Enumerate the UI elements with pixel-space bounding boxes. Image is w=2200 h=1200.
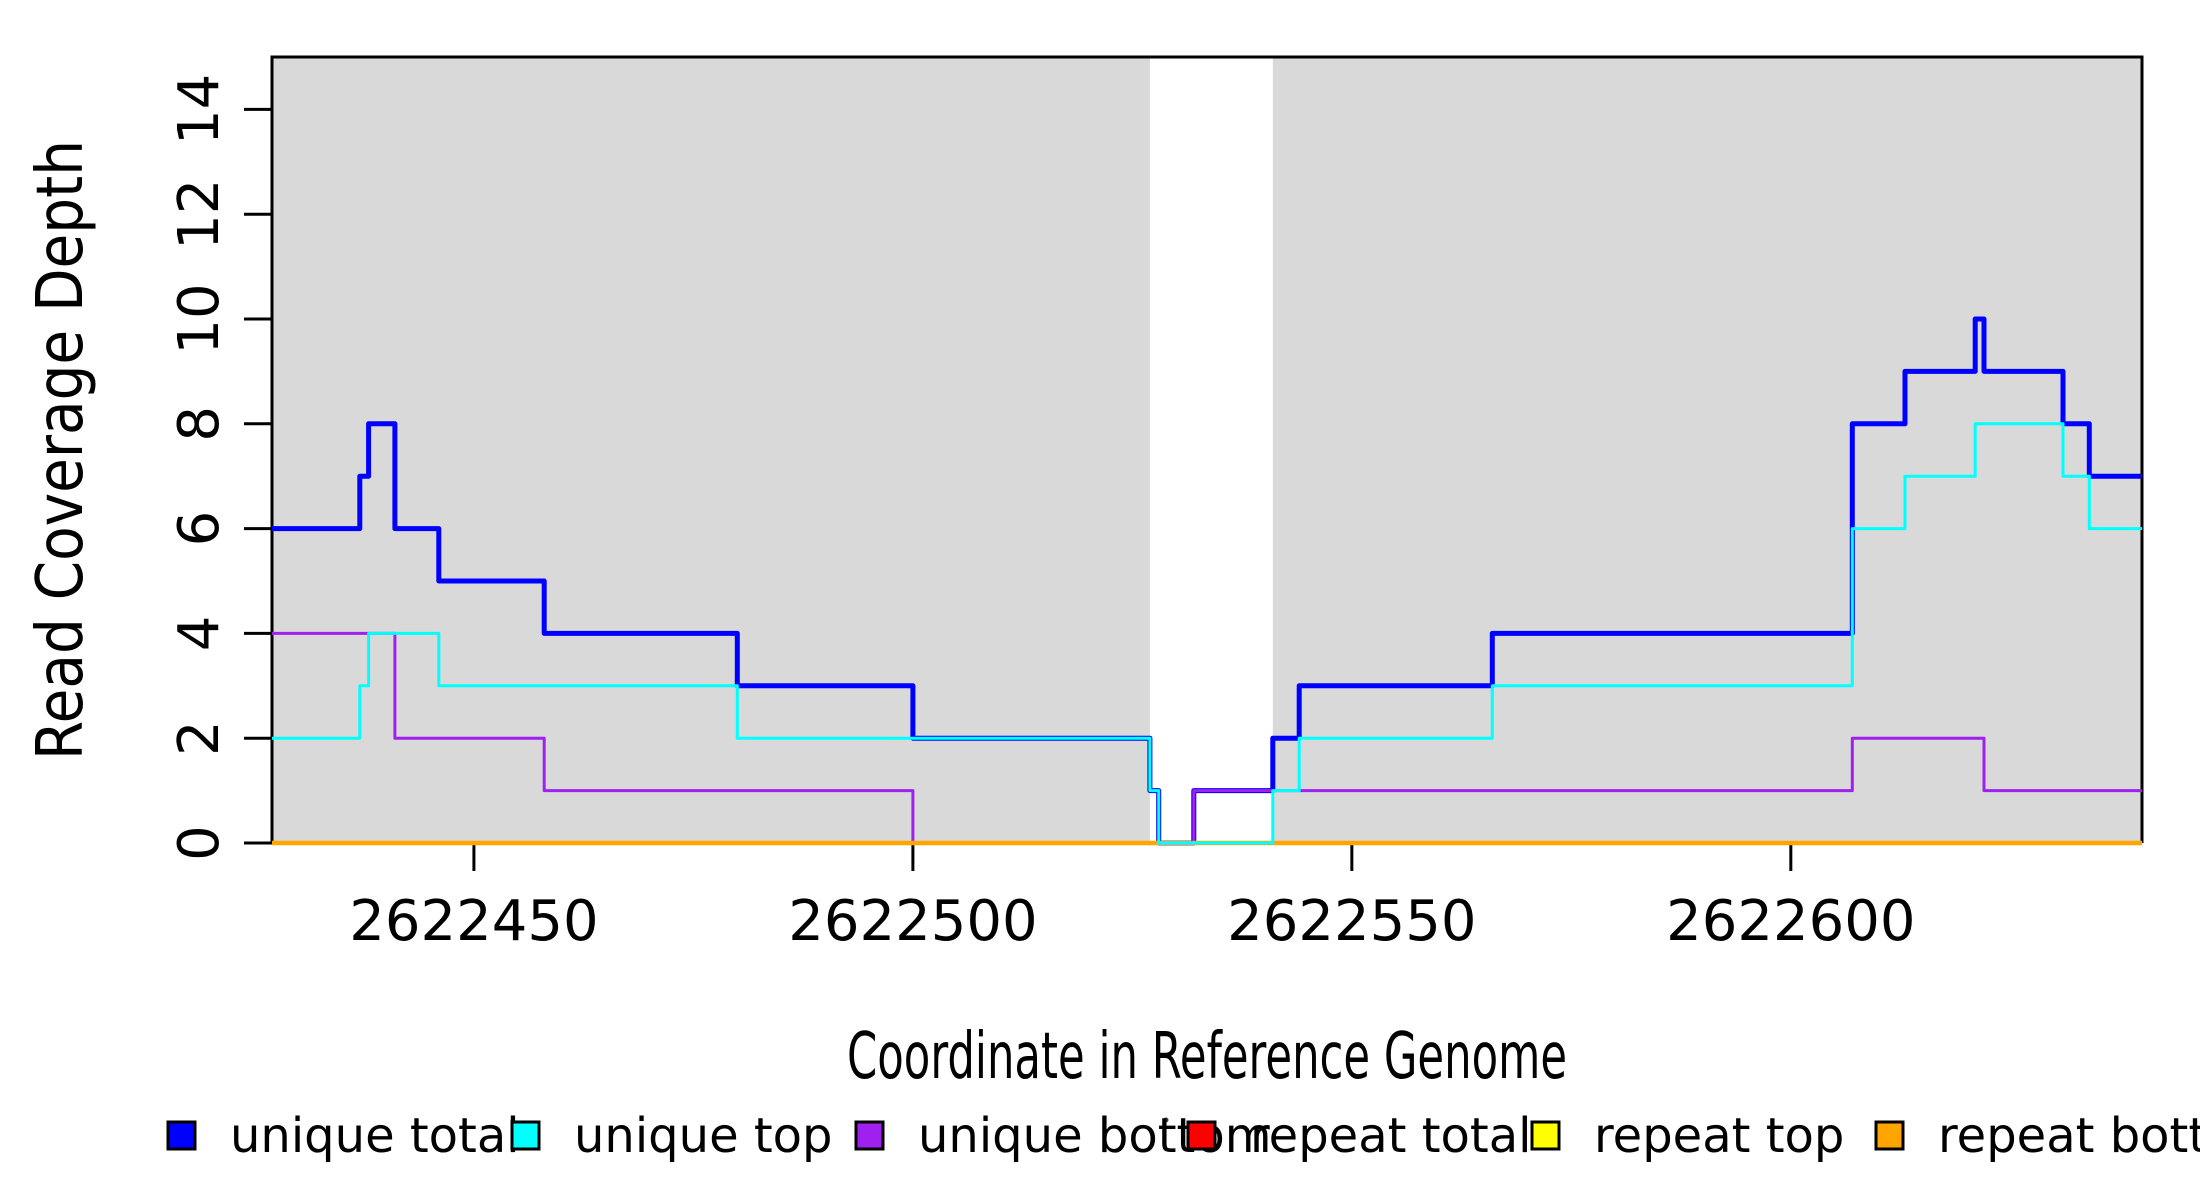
legend-item-repeat-top: repeat top	[1530, 1108, 1844, 1164]
shaded-region	[1272, 57, 2142, 843]
x-tick-label: 2622500	[788, 889, 1037, 954]
y-tick-label: 14	[167, 74, 232, 145]
legend-swatch-repeat-top	[1530, 1120, 1561, 1151]
legend-swatch-repeat-bottom	[1874, 1120, 1905, 1151]
legend-swatch-repeat-total	[1186, 1120, 1217, 1151]
legend-label-repeat-top: repeat top	[1594, 1108, 1844, 1164]
y-tick-label: 6	[167, 511, 232, 547]
x-axis-title: Coordinate in Reference Genome	[847, 1020, 1567, 1094]
legend-item-unique-total: unique total	[166, 1108, 520, 1164]
shaded-region	[272, 57, 1150, 843]
legend: unique total unique top unique bottom re…	[166, 1108, 2200, 1164]
legend-item-repeat-bottom: repeat bottom	[1874, 1108, 2200, 1164]
legend-label-repeat-total: repeat total	[1250, 1108, 1531, 1164]
x-tick-label: 2622600	[1666, 889, 1915, 954]
stray-dot-mark	[1163, 1117, 1169, 1123]
legend-swatch-unique-total	[166, 1120, 197, 1151]
x-tick-label: 2622550	[1227, 889, 1476, 954]
y-tick-label: 4	[167, 616, 232, 652]
y-tick-label: 0	[167, 825, 232, 861]
legend-label-unique-total: unique total	[230, 1108, 520, 1164]
series-line-unique-top	[272, 422, 2142, 845]
legend-item-unique-top: unique top	[510, 1108, 833, 1164]
y-tick-label: 8	[167, 406, 232, 442]
y-axis-title: Read Coverage Depth	[24, 140, 98, 760]
y-tick-label: 12	[167, 179, 232, 250]
y-tick-label: 2	[167, 720, 232, 756]
legend-item-repeat-total: repeat total	[1186, 1108, 1531, 1164]
legend-label-repeat-bottom: repeat bottom	[1938, 1108, 2200, 1164]
x-tick-label: 2622450	[349, 889, 598, 954]
legend-swatch-unique-bottom	[854, 1120, 885, 1151]
chart-layers: 2622450 2622500 2622550 2622600 0 2 4 6 8 10 12 14	[167, 55, 2144, 954]
legend-swatch-unique-top	[510, 1120, 541, 1151]
y-tick-label: 10	[167, 283, 232, 354]
legend-label-unique-bottom: unique bottom	[918, 1108, 1271, 1164]
legend-label-unique-top: unique top	[574, 1108, 833, 1164]
